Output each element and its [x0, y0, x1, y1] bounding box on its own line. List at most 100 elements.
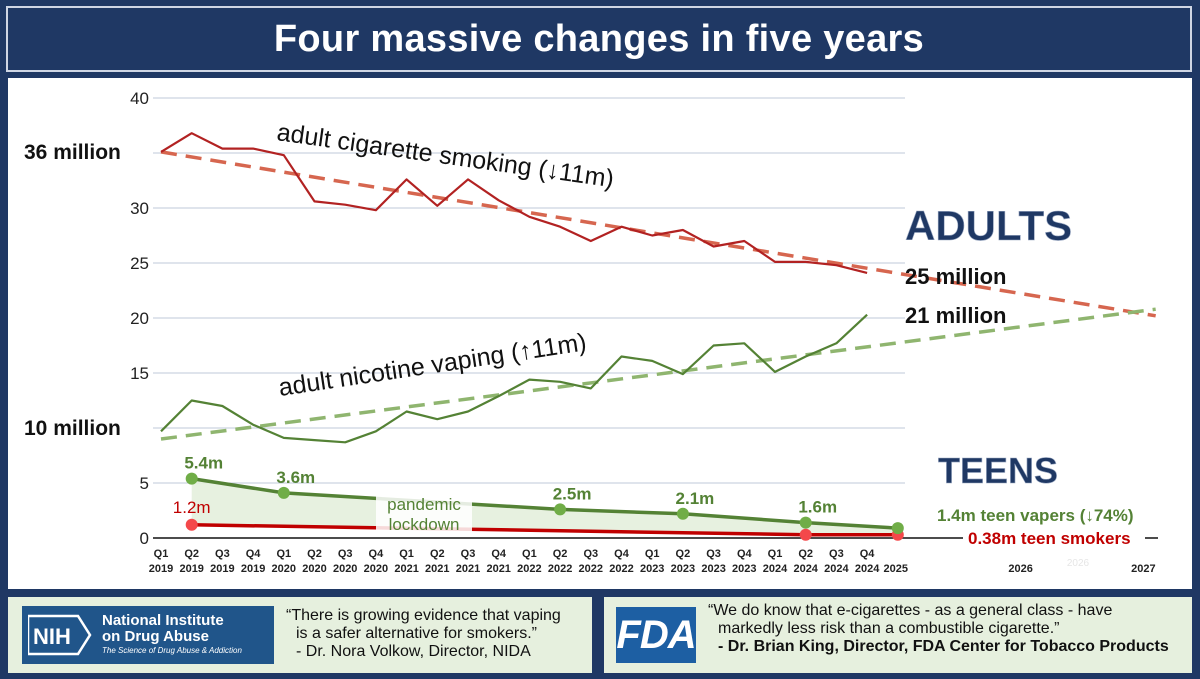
x-tick-extended-year: 2026: [1008, 563, 1032, 575]
faint-year-label: 2026: [1067, 558, 1090, 569]
teen-vapers-point: [277, 486, 290, 499]
x-tick-quarter: Q3: [706, 548, 721, 560]
teen-vapers-data-label: 5.4m: [184, 454, 223, 473]
x-tick-quarter: Q1: [522, 548, 537, 560]
teen-smokers-label-bg: [963, 527, 1145, 549]
x-tick-year: 2019: [179, 563, 203, 575]
nih-logo-text: NIH: [33, 624, 71, 649]
x-tick-year: 2020: [364, 563, 388, 575]
adults-heading: ADULTS: [905, 202, 1072, 249]
x-tick-extended-year: 2025: [884, 563, 908, 575]
fda-quote-line1: “We do know that e-cigarettes - as a gen…: [708, 602, 1113, 619]
x-tick-quarter: Q4: [614, 548, 630, 560]
x-tick-quarter: Q2: [307, 548, 322, 560]
x-tick-quarter: Q3: [829, 548, 844, 560]
x-tick-year: 2024: [793, 563, 818, 575]
x-tick-quarter: Q1: [154, 548, 169, 560]
teen-smokers-point: [799, 528, 812, 541]
teen-vapers-data-label: 1.6m: [798, 498, 837, 517]
fda-quote-panel: FDA “We do know that e-cigarettes - as a…: [604, 597, 1192, 673]
nida-name-line1: National Institute: [102, 612, 224, 629]
fda-quote: “We do know that e-cigarettes - as a gen…: [708, 602, 1169, 656]
teen-vapers-point: [554, 503, 567, 516]
adult-vaping-trend-line: [160, 307, 1156, 441]
y-tick-label: 20: [130, 309, 149, 328]
x-tick-quarter: Q4: [369, 548, 385, 560]
x-tick-year: 2021: [425, 563, 449, 575]
x-tick-year: 2024: [763, 563, 788, 575]
nida-name-line2: on Drug Abuse: [102, 628, 209, 645]
x-tick-year: 2019: [210, 563, 234, 575]
teen-vapers-point: [676, 507, 689, 520]
teen-smokers-point: [185, 518, 198, 531]
nida-quote-line2: is a safer alternative for smokers.”: [296, 625, 537, 642]
x-tick-quarter: Q2: [553, 548, 568, 560]
x-tick-quarter: Q3: [215, 548, 230, 560]
fda-attribution: - Dr. Brian King, Director, FDA Center f…: [718, 638, 1169, 655]
x-tick-year: 2023: [640, 563, 664, 575]
x-tick-year: 2020: [272, 563, 296, 575]
nida-quote: “There is growing evidence that vaping i…: [286, 607, 561, 661]
teen-vapers-point: [891, 522, 904, 535]
pandemic-label-line2: lockdown: [389, 515, 460, 534]
y-tick-label: 15: [130, 364, 149, 383]
teen-vapers-point: [185, 472, 198, 485]
y-tick-label: 25: [130, 254, 149, 273]
x-tick-quarter: Q2: [798, 548, 813, 560]
teen-vapers-data-label: 2.1m: [676, 489, 715, 508]
teen-smokers-end-label: 0.38m teen smokers: [968, 529, 1131, 548]
x-tick-quarter: Q4: [860, 548, 876, 560]
y-tick-label: 5: [140, 474, 149, 493]
x-tick-year: 2021: [456, 563, 480, 575]
teen-vapers-end-label: 1.4m teen vapers (↓74%): [937, 506, 1134, 525]
nida-quote-panel: NIH National Institute on Drug Abuse The…: [8, 597, 592, 673]
pandemic-box: [376, 492, 472, 536]
x-tick-year: 2022: [548, 563, 572, 575]
x-tick-quarter: Q4: [737, 548, 753, 560]
x-tick-quarter: Q1: [276, 548, 291, 560]
nida-quote-line1: “There is growing evidence that vaping: [286, 607, 561, 624]
teen-gap-area: [191, 478, 898, 535]
x-tick-year: 2021: [486, 563, 510, 575]
adult-vaping-line: [160, 313, 868, 444]
page-title: Four massive changes in five years: [273, 17, 925, 60]
x-tick-year: 2024: [855, 563, 880, 575]
teen-vapers-data-label: 3.6m: [276, 468, 315, 487]
nih-emblem-icon: NIH: [26, 612, 92, 658]
adult-smoking-caption: adult cigarette smoking (↓11m): [275, 118, 616, 193]
y-tick-label: 40: [130, 89, 149, 108]
x-tick-year: 2023: [701, 563, 725, 575]
x-tick-year: 2023: [732, 563, 756, 575]
x-tick-quarter: Q1: [645, 548, 660, 560]
x-tick-quarter: Q3: [583, 548, 598, 560]
x-tick-year: 2022: [609, 563, 633, 575]
start-smokers-label: 36 million: [24, 141, 121, 164]
fda-quote-line2: markedly less risk than a combustible ci…: [718, 620, 1060, 637]
y-tick-label: 0: [140, 529, 149, 548]
end-smokers-label: 25 million: [905, 264, 1006, 289]
nida-attribution: - Dr. Nora Volkow, Director, NIDA: [296, 643, 531, 660]
x-tick-quarter: Q4: [491, 548, 507, 560]
x-tick-quarter: Q1: [399, 548, 414, 560]
x-tick-year: 2022: [517, 563, 541, 575]
end-vapers-label: 21 million: [905, 303, 1006, 328]
x-tick-year: 2020: [302, 563, 326, 575]
teen-smokers-data-label: 1.2m: [173, 498, 211, 517]
x-tick-quarter: Q2: [430, 548, 445, 560]
teens-heading: TEENS: [938, 450, 1058, 491]
teen-vapers-line: [191, 476, 898, 530]
fda-logo: FDA: [616, 607, 697, 663]
x-tick-year: 2021: [394, 563, 418, 575]
x-tick-extended-year: 2027: [1131, 563, 1155, 575]
x-tick-year: 2024: [824, 563, 849, 575]
nida-logo: NIH National Institute on Drug Abuse The…: [22, 606, 274, 664]
x-tick-quarter: Q3: [461, 548, 476, 560]
fda-logo-text: FDA: [616, 612, 696, 657]
teen-vapers-data-label: 2.5m: [553, 484, 592, 503]
x-tick-year: 2023: [671, 563, 695, 575]
x-tick-year: 2019: [241, 563, 265, 575]
x-tick-year: 2019: [149, 563, 173, 575]
x-tick-year: 2022: [579, 563, 603, 575]
